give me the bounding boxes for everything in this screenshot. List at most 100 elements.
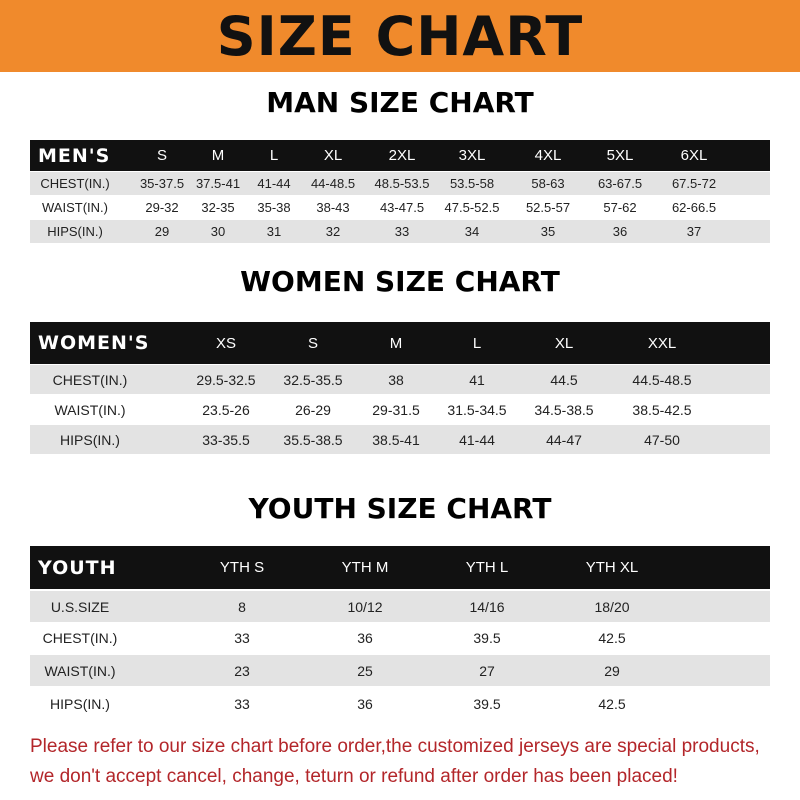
- table-cell: 42.5: [598, 629, 626, 646]
- table-cell: 37: [686, 224, 702, 239]
- table-cell: 29.5-32.5: [196, 371, 256, 388]
- table-cell: 26-29: [295, 401, 331, 418]
- table-cell: 8: [238, 598, 246, 615]
- table-row: CHEST(IN.) 33 36 39.5 42.5: [30, 622, 770, 653]
- table-cell: 38: [388, 371, 404, 388]
- table-cell: 33: [234, 629, 250, 646]
- table-cell: 29-31.5: [372, 401, 420, 418]
- size-column-header: XL: [323, 147, 343, 164]
- table-cell: 37.5-41: [195, 176, 241, 191]
- size-column-header: S: [156, 147, 168, 164]
- table-cell: 38.5-42.5: [632, 401, 692, 418]
- table-cell: 23.5-26: [202, 401, 250, 418]
- table-cell: 35-37.5: [139, 176, 185, 191]
- size-column-header: M: [389, 334, 403, 352]
- table-cell: 29: [604, 662, 620, 679]
- size-column-header: XXL: [647, 334, 677, 352]
- table-cell: 39.5: [473, 629, 501, 646]
- table-cell: 27: [479, 662, 495, 679]
- size-column-header: L: [269, 147, 279, 164]
- table-cell: 33-35.5: [202, 431, 250, 448]
- table-cell: 62-66.5: [671, 200, 717, 215]
- table-cell: 58-63: [531, 176, 565, 191]
- table-cell: 31.5-34.5: [447, 401, 507, 418]
- page-title: SIZE CHART: [216, 4, 584, 68]
- table-cell: 36: [612, 224, 628, 239]
- table-cell: 31: [266, 224, 282, 239]
- table-cell: 44.5: [550, 371, 578, 388]
- table-cell: 53.5-58: [449, 176, 495, 191]
- table-cell: 52.5-57: [525, 200, 571, 215]
- table-cell: 33: [394, 224, 410, 239]
- women-table-label: WOMEN'S: [38, 332, 150, 354]
- youth-table-label: YOUTH: [38, 556, 117, 579]
- measurement-label: HIPS(IN.): [50, 695, 110, 712]
- table-row: CHEST(IN.) 29.5-32.5 32.5-35.5 38 41 44.5 44.5…: [30, 365, 770, 394]
- table-cell: 47-50: [644, 431, 680, 448]
- table-cell: 32.5-35.5: [283, 371, 343, 388]
- table-cell: 44.5-48.5: [632, 371, 692, 388]
- table-cell: 35: [540, 224, 556, 239]
- table-cell: 43-47.5: [379, 200, 425, 215]
- table-cell: 25: [357, 662, 373, 679]
- men-header-row: MEN'S S M L XL 2XL 3XL 4XL 5XL 6XL: [30, 140, 770, 171]
- table-cell: 30: [210, 224, 226, 239]
- notice-line-1: Please refer to our size chart before or…: [30, 736, 760, 757]
- men-heading: MAN SIZE CHART: [266, 86, 534, 119]
- table-cell: 32-35: [201, 200, 235, 215]
- table-cell: 35-38: [257, 200, 291, 215]
- table-cell: 57-62: [603, 200, 637, 215]
- table-row: WAIST(IN.) 29-32 32-35 35-38 38-43 43-47.5 47.…: [30, 196, 770, 219]
- table-cell: 32: [325, 224, 341, 239]
- table-row: HIPS(IN.) 29 30 31 32 33 34 35 36 37: [30, 220, 770, 243]
- table-cell: 35.5-38.5: [283, 431, 343, 448]
- notice-line-2: we don't accept cancel, change, teturn o…: [30, 766, 678, 787]
- table-cell: 29: [154, 224, 170, 239]
- measurement-label: U.S.SIZE: [50, 598, 110, 615]
- size-column-header: YTH L: [465, 559, 509, 576]
- size-column-header: YTH XL: [585, 559, 639, 576]
- table-row: HIPS(IN.) 33-35.5 35.5-38.5 38.5-41 41-44 44-…: [30, 425, 770, 454]
- table-cell: 44-47: [546, 431, 582, 448]
- table-cell: 33: [234, 695, 250, 712]
- table-cell: 36: [357, 695, 373, 712]
- table-cell: 41: [469, 371, 485, 388]
- measurement-label: CHEST(IN.): [52, 371, 128, 388]
- men-table-label: MEN'S: [38, 144, 111, 167]
- size-column-header: 2XL: [388, 147, 416, 164]
- table-cell: 47.5-52.5: [444, 200, 500, 215]
- table-cell: 41-44: [257, 176, 291, 191]
- table-row: U.S.SIZE 8 10/12 14/16 18/20: [30, 591, 770, 622]
- youth-heading: YOUTH SIZE CHART: [248, 492, 552, 525]
- size-column-header: XS: [215, 334, 237, 352]
- table-cell: 44-48.5: [310, 176, 356, 191]
- table-row: WAIST(IN.) 23 25 27 29: [30, 655, 770, 686]
- title-banner: SIZE CHART: [0, 0, 800, 72]
- size-column-header: 4XL: [534, 147, 562, 164]
- measurement-label: CHEST(IN.): [40, 176, 110, 191]
- size-column-header: YTH S: [219, 559, 265, 576]
- measurement-label: CHEST(IN.): [42, 629, 118, 646]
- table-cell: 18/20: [594, 598, 630, 615]
- table-cell: 34: [464, 224, 480, 239]
- table-cell: 41-44: [459, 431, 495, 448]
- size-column-header: 3XL: [458, 147, 486, 164]
- measurement-label: WAIST(IN.): [54, 401, 126, 418]
- table-cell: 39.5: [473, 695, 501, 712]
- table-cell: 29-32: [145, 200, 179, 215]
- table-cell: 67.5-72: [671, 176, 717, 191]
- size-column-header: 6XL: [680, 147, 708, 164]
- women-header-row: WOMEN'S XS S M L XL XXL: [30, 322, 770, 364]
- table-cell: 23: [234, 662, 250, 679]
- table-cell: 38.5-41: [372, 431, 420, 448]
- table-cell: 10/12: [347, 598, 383, 615]
- youth-header-row: YOUTH YTH S YTH M YTH L YTH XL: [30, 546, 770, 589]
- size-column-header: S: [307, 334, 319, 352]
- size-column-header: 5XL: [606, 147, 634, 164]
- size-column-header: L: [472, 334, 482, 352]
- measurement-label: WAIST(IN.): [42, 200, 108, 215]
- measurement-label: WAIST(IN.): [44, 662, 116, 679]
- measurement-label: HIPS(IN.): [47, 224, 103, 239]
- table-cell: 36: [357, 629, 373, 646]
- women-heading: WOMEN SIZE CHART: [240, 265, 560, 298]
